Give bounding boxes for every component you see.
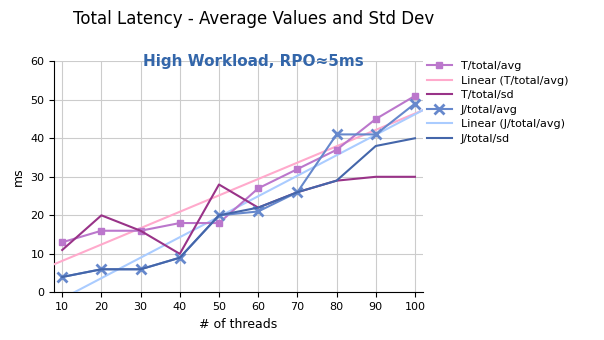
T/total/sd — [254, 206, 262, 210]
Linear (J/total/avg) — [66, 293, 73, 297]
T/total/avg — [59, 240, 66, 244]
Line: J/total/avg: J/total/avg — [57, 99, 420, 282]
T/total/avg — [137, 229, 144, 233]
J/total/avg — [59, 275, 66, 279]
T/total/avg — [98, 229, 105, 233]
J/total/avg — [294, 190, 301, 194]
Text: Total Latency - Average Values and Std Dev: Total Latency - Average Values and Std D… — [73, 10, 434, 28]
Linear (J/total/avg) — [419, 108, 426, 112]
J/total/sd — [411, 136, 419, 140]
Line: J/total/sd: J/total/sd — [62, 138, 415, 277]
J/total/avg — [372, 132, 379, 136]
T/total/avg — [254, 186, 262, 190]
Line: Linear (J/total/avg): Linear (J/total/avg) — [54, 110, 423, 303]
Line: T/total/sd: T/total/sd — [62, 177, 415, 254]
X-axis label: # of threads: # of threads — [199, 318, 278, 331]
Linear (T/total/avg) — [73, 253, 80, 257]
T/total/avg — [294, 167, 301, 171]
J/total/sd — [333, 178, 340, 183]
J/total/avg — [137, 267, 144, 271]
T/total/sd — [59, 248, 66, 252]
T/total/sd — [137, 229, 144, 233]
J/total/sd — [137, 267, 144, 271]
T/total/sd — [216, 183, 223, 187]
T/total/avg — [176, 221, 184, 225]
Linear (T/total/avg) — [149, 221, 156, 225]
Linear (T/total/avg) — [419, 108, 426, 112]
T/total/avg — [372, 117, 379, 121]
J/total/avg — [411, 102, 419, 106]
T/total/avg — [411, 94, 419, 98]
J/total/sd — [98, 267, 105, 271]
Y-axis label: ms: ms — [12, 168, 25, 186]
T/total/sd — [176, 252, 184, 256]
J/total/sd — [294, 190, 301, 194]
Line: Linear (T/total/avg): Linear (T/total/avg) — [54, 110, 423, 264]
J/total/avg — [254, 209, 262, 214]
Text: High Workload, RPO≈5ms: High Workload, RPO≈5ms — [143, 54, 364, 69]
Linear (T/total/avg) — [388, 121, 395, 125]
T/total/sd — [333, 178, 340, 183]
Linear (T/total/avg) — [66, 256, 73, 260]
Linear (J/total/avg) — [149, 250, 156, 254]
Linear (J/total/avg) — [388, 125, 395, 129]
T/total/sd — [98, 213, 105, 217]
T/total/sd — [372, 175, 379, 179]
Linear (T/total/avg) — [400, 116, 408, 120]
Legend: T/total/avg, Linear (T/total/avg), T/total/sd, J/total/avg, Linear (J/total/avg): T/total/avg, Linear (T/total/avg), T/tot… — [423, 56, 573, 148]
T/total/sd — [294, 190, 301, 194]
J/total/sd — [216, 213, 223, 217]
Linear (J/total/avg) — [400, 118, 408, 122]
J/total/sd — [176, 256, 184, 260]
J/total/avg — [176, 256, 184, 260]
J/total/avg — [333, 132, 340, 136]
J/total/avg — [216, 213, 223, 217]
Linear (T/total/avg) — [119, 234, 126, 238]
T/total/sd — [411, 175, 419, 179]
Linear (J/total/avg) — [51, 301, 58, 305]
T/total/avg — [216, 221, 223, 225]
Linear (J/total/avg) — [73, 289, 80, 293]
T/total/avg — [333, 148, 340, 152]
Linear (J/total/avg) — [119, 265, 126, 269]
J/total/sd — [254, 206, 262, 210]
J/total/sd — [59, 275, 66, 279]
J/total/sd — [372, 144, 379, 148]
Line: T/total/avg: T/total/avg — [59, 92, 419, 246]
Linear (T/total/avg) — [51, 262, 58, 266]
J/total/avg — [98, 267, 105, 271]
